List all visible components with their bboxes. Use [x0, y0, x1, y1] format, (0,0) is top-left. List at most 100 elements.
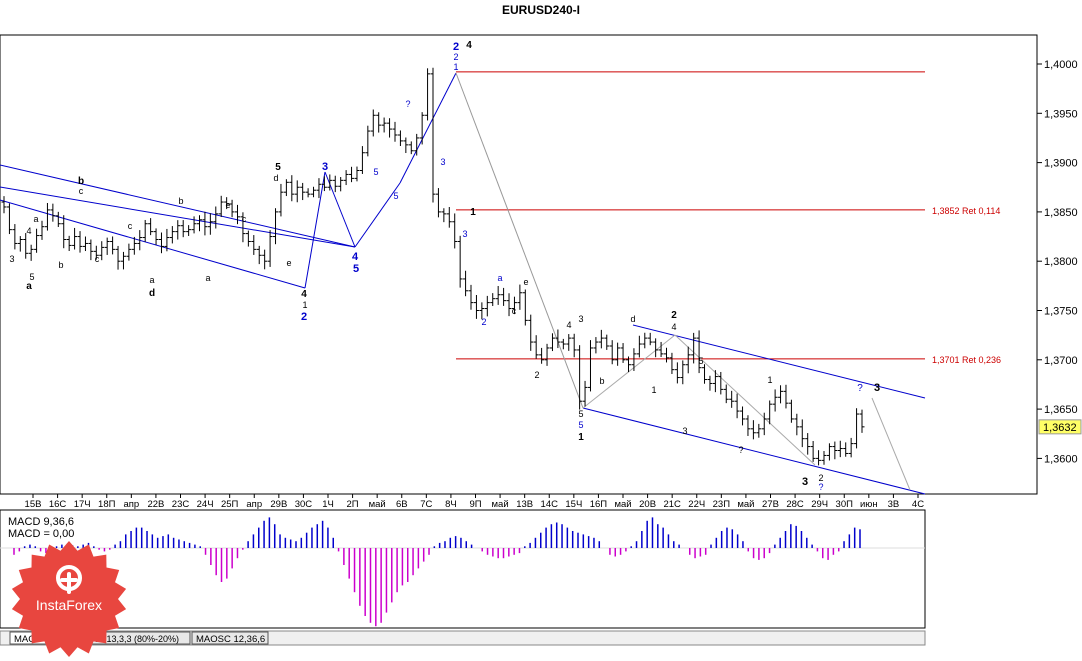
wave-label: ? [857, 383, 863, 394]
current-price-box [1038, 419, 1082, 435]
time-tick-label: 17Ч [74, 499, 91, 510]
candle [734, 393, 740, 419]
time-tick-label: 15В [25, 499, 42, 510]
candle [702, 364, 708, 384]
trend-line [582, 407, 926, 495]
instaforex-logo: InstaForex [11, 541, 127, 657]
candle [256, 245, 262, 265]
candle [397, 130, 403, 146]
candle [642, 332, 648, 349]
wave-label: 1 [470, 207, 476, 218]
candle [142, 219, 148, 242]
wave-label: d [630, 314, 635, 324]
candle [44, 202, 50, 231]
candle [28, 244, 34, 261]
candle [826, 443, 832, 461]
candle [435, 188, 441, 218]
tab-stoch-label: Stoch 13,3,3 (80%-20%) [81, 634, 179, 644]
wave-label: 3 [578, 314, 583, 324]
candle [186, 225, 192, 236]
candle [207, 213, 213, 235]
candle [229, 199, 235, 218]
wave-label: c [95, 254, 100, 264]
wave-label: 5 [373, 167, 378, 177]
time-tick-label: 27В [762, 499, 779, 510]
candle [430, 67, 436, 203]
wave-label: 1 [767, 375, 772, 385]
candle [224, 197, 230, 210]
candle [669, 352, 675, 374]
wave-label: 4 [26, 226, 31, 236]
time-tick-label: апр [123, 499, 139, 510]
candle [555, 329, 561, 349]
candle [104, 237, 110, 255]
wave-label: 3 [874, 382, 880, 394]
candle [240, 212, 246, 243]
candle [365, 125, 371, 157]
candle [403, 137, 409, 154]
wave-label: ? [818, 482, 823, 492]
candle [511, 296, 517, 315]
time-axis: 15В 16С 17Ч 18П апр 22В 23С 24Ч 25П апр 29В 30С 1Ч 2П… [25, 494, 924, 510]
candle [110, 236, 116, 255]
wave-label: 3 [440, 157, 445, 167]
logo-text: InstaForex [36, 597, 102, 613]
candle [316, 178, 322, 199]
price-candles [1, 67, 865, 466]
ret-label: 1,3852 Ret 0,114 [932, 206, 1000, 216]
candle [425, 68, 431, 121]
time-tick-label: 1Ч [322, 499, 334, 510]
candle [468, 284, 474, 310]
current-price-marker: 1,3632 [1038, 419, 1082, 435]
candle [859, 409, 865, 433]
wave-label: 1 [651, 385, 656, 395]
candle [799, 419, 805, 448]
candle [50, 203, 56, 222]
candle [582, 380, 588, 407]
time-tick-label: 29В [270, 499, 287, 510]
candle [805, 433, 811, 455]
candle [354, 166, 360, 182]
wave-label: d [149, 288, 155, 299]
candle [332, 175, 338, 193]
wave-label: e [523, 277, 528, 287]
candle [778, 385, 784, 404]
wave-label: 3 [802, 476, 808, 488]
wave-label: 2 [481, 317, 486, 327]
wave-label: 2 [453, 52, 458, 62]
candle [169, 226, 175, 244]
wave-label: 5 [578, 420, 583, 430]
wave-label: d [273, 173, 278, 183]
candle [636, 335, 642, 358]
wave-label: a [205, 273, 210, 283]
wave-label: 3 [682, 426, 687, 436]
candle [452, 213, 458, 249]
candle [392, 121, 398, 142]
candle [615, 342, 621, 366]
candle [278, 183, 284, 217]
wave-label: 5 [393, 191, 398, 201]
wave-label: 1 [302, 300, 307, 310]
wave-label: c [128, 221, 133, 231]
tab-maosc[interactable]: MAOSC 12,36,6 [191, 631, 269, 645]
candle [571, 333, 577, 358]
candle [305, 188, 311, 198]
candle [39, 220, 45, 240]
candle [321, 176, 327, 192]
candle [609, 340, 615, 365]
candle [158, 232, 164, 254]
wave-label: 3 [462, 229, 467, 239]
time-tick-label: 2П [347, 499, 359, 510]
candle [587, 340, 593, 392]
wave-label: 3 [322, 161, 328, 173]
candle [490, 293, 496, 307]
candle [712, 370, 718, 393]
candle [463, 270, 469, 297]
time-tick-label: 30С [295, 499, 313, 510]
candle [191, 216, 197, 234]
macd-label: MACD 9,36,6 [8, 516, 74, 528]
time-tick-label: май [737, 499, 754, 510]
time-tick-label: 20В [639, 499, 656, 510]
candle [82, 236, 88, 252]
wave-label: a [149, 275, 154, 285]
